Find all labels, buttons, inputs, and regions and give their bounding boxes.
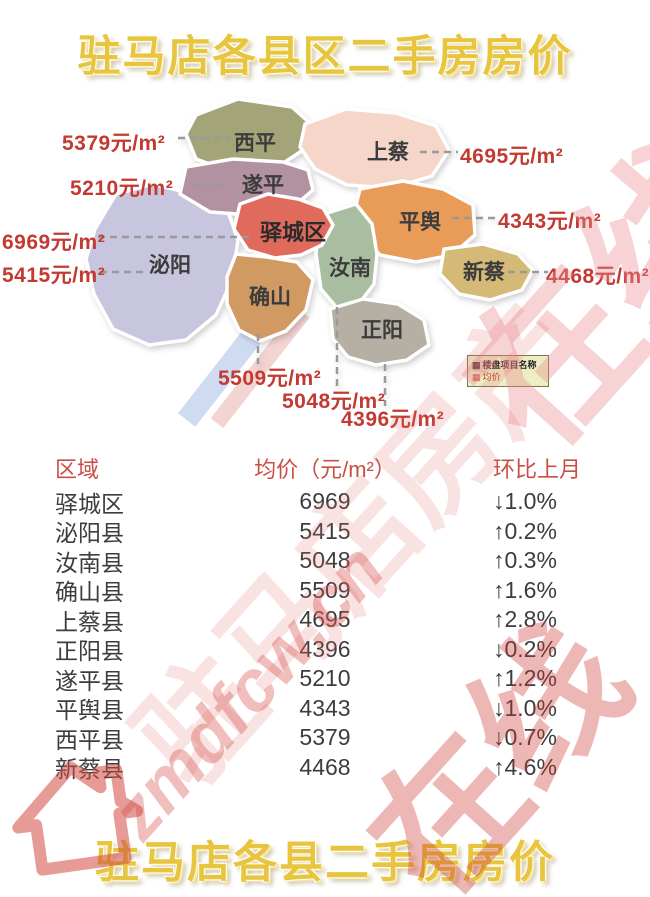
cell-price: 4695: [299, 606, 351, 633]
price-callout-xiping: 5379元/m²: [62, 132, 166, 155]
cell-region: 汝南县: [55, 549, 124, 576]
legend-row-price: ▦ 均价: [472, 371, 544, 383]
region-label-zhengyang: 正阳: [361, 319, 403, 342]
price-callout-queshan: 5509元/m²: [218, 367, 322, 390]
col-header-region: 区域: [55, 457, 100, 482]
cell-price: 5210: [299, 665, 351, 692]
cell-change: ↑1.6%: [493, 576, 557, 603]
grid-icon: ▦: [472, 372, 481, 382]
region-label-queshan: 确山: [249, 285, 291, 309]
legend-project-label: 楼盘项目名称: [482, 360, 537, 370]
table-row: 正阳县 4396 ↓0.2%: [40, 635, 615, 665]
cell-change: ↑4.6%: [493, 753, 557, 780]
table-row: 平舆县 4343 ↓1.0%: [40, 694, 615, 724]
cell-change: ↓1.0%: [493, 488, 557, 515]
cell-change: ↓1.0%: [493, 694, 557, 721]
table-row: 汝南县 5048 ↑0.3%: [40, 546, 615, 576]
cell-region: 遂平县: [55, 667, 124, 694]
table-row: 遂平县 5210 ↑1.2%: [40, 664, 615, 694]
region-label-runan: 汝南: [329, 256, 371, 280]
cell-region: 驿城区: [55, 490, 124, 517]
cell-region: 正阳县: [55, 638, 124, 665]
region-shangcai: [298, 107, 451, 190]
cell-price: 4468: [299, 753, 351, 780]
col-header-change: 环比上月: [493, 457, 582, 482]
price-callout-runan: 5048元/m²: [282, 390, 386, 413]
table-row: 确山县 5509 ↑1.6%: [40, 576, 615, 606]
region-label-yicheng: 驿城区: [260, 220, 326, 245]
region-label-suiping: 遂平: [242, 173, 284, 197]
table-row: 新蔡县 4468 ↑4.6%: [40, 753, 615, 783]
table-row: 上蔡县 4695 ↑2.8%: [40, 605, 615, 635]
table-header-row: 区域 均价（元/m²） 环比上月: [40, 449, 615, 487]
cell-change: ↑2.8%: [493, 606, 557, 633]
region-label-xincai: 新蔡: [463, 260, 505, 284]
legend-row-project: ▦ 楼盘项目名称: [472, 359, 544, 371]
cell-region: 泌阳县: [55, 520, 124, 547]
price-callout-yicheng: 6969元/m²: [2, 231, 106, 254]
table-row: 泌阳县 5415 ↑0.2%: [40, 517, 615, 547]
region-label-pingyu: 平舆: [399, 210, 441, 234]
price-callout-shangcai: 4695元/m²: [460, 145, 564, 168]
cell-change: ↑0.3%: [493, 547, 557, 574]
region-label-shangcai: 上蔡: [367, 141, 409, 164]
cell-region: 西平县: [55, 726, 124, 753]
cell-region: 上蔡县: [55, 608, 124, 635]
cell-change: ↑0.2%: [493, 517, 557, 544]
legend-price-label: 均价: [482, 372, 501, 382]
table-row: 驿城区 6969 ↓1.0%: [40, 487, 615, 517]
cell-price: 6969: [299, 488, 351, 515]
price-callout-suiping: 5210元/m²: [70, 177, 174, 200]
region-map: 西平 上蔡 遂平 驿城区 平舆 泌阳 汝南 新蔡 确山 正阳: [84, 97, 548, 406]
cell-price: 4396: [299, 635, 351, 662]
col-header-price: 均价（元/m²）: [254, 457, 396, 482]
price-callout-xincai: 4468元/m²: [546, 265, 650, 288]
footer-title: 驻马店各县二手房房价: [95, 838, 555, 887]
region-queshan: [225, 252, 315, 343]
price-callout-pingyu: 4343元/m²: [498, 210, 602, 233]
cell-region: 确山县: [55, 579, 124, 606]
price-callout-zhengyang: 4396元/m²: [341, 408, 445, 431]
price-table: 区域 均价（元/m²） 环比上月 驿城区 6969 ↓1.0% 泌阳县 5415…: [40, 449, 615, 782]
cell-region: 平舆县: [55, 697, 124, 724]
region-label-xiping: 西平: [234, 132, 276, 155]
price-callout-biyang: 5415元/m²: [2, 264, 106, 287]
cell-change: ↓0.2%: [493, 635, 557, 662]
page-title: 驻马店各县区二手房房价: [77, 33, 573, 81]
map-legend: ▦ 楼盘项目名称 ▦ 均价: [467, 355, 549, 387]
table-row: 西平县 5379 ↓0.7%: [40, 723, 615, 753]
cell-price: 5415: [299, 517, 351, 544]
cell-price: 4343: [299, 694, 351, 721]
region-xiping: [184, 97, 315, 174]
region-yicheng: [232, 192, 335, 260]
cell-region: 新蔡县: [55, 756, 124, 783]
cell-price: 5048: [299, 547, 351, 574]
cell-price: 5509: [299, 576, 351, 603]
region-zhengyang: [328, 297, 431, 367]
cell-price: 5379: [299, 724, 351, 751]
region-label-biyang: 泌阳: [149, 253, 191, 277]
cell-change: ↑1.2%: [493, 665, 557, 692]
region-xincai: [438, 242, 535, 302]
region-biyang: [84, 182, 240, 347]
cell-change: ↓0.7%: [493, 724, 557, 751]
grid-icon: ▦: [472, 360, 481, 370]
